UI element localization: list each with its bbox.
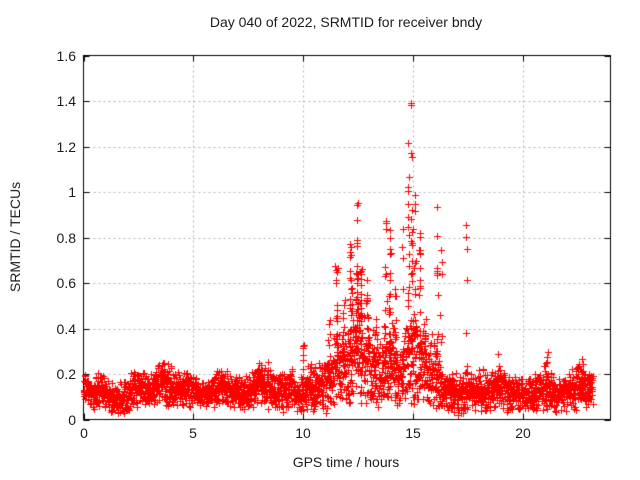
x-tick-label: 20: [515, 425, 531, 441]
y-tick-label: 1.4: [56, 93, 76, 109]
y-tick-label: 0.8: [56, 230, 76, 246]
x-axis-label: GPS time / hours: [292, 454, 400, 470]
y-tick-label: 0: [68, 412, 76, 428]
x-tick-label: 10: [295, 425, 311, 441]
x-tick-label: 5: [189, 425, 197, 441]
y-tick-label: 0.2: [56, 366, 76, 382]
y-tick-label: 0.6: [56, 275, 76, 291]
x-tick-label: 15: [405, 425, 421, 441]
y-tick-label: 0.4: [56, 321, 76, 337]
y-tick-label: 1: [68, 184, 76, 200]
y-tick-label: 1.2: [56, 139, 76, 155]
x-tick-label: 0: [80, 425, 88, 441]
y-tick-label: 1.6: [56, 48, 76, 64]
chart-title: Day 040 of 2022, SRMTID for receiver bnd…: [209, 14, 483, 30]
